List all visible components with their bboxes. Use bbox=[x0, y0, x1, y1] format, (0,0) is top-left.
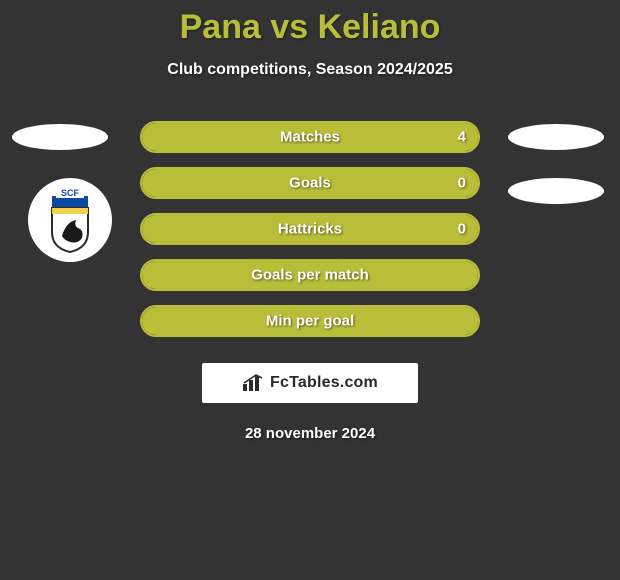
stat-row-matches: Matches 4 bbox=[140, 121, 480, 153]
stat-label: Goals per match bbox=[251, 267, 369, 284]
crest-initials: SCF bbox=[61, 188, 80, 198]
page-title: Pana vs Keliano bbox=[0, 0, 620, 47]
bar-chart-icon bbox=[242, 374, 264, 392]
stat-label: Goals bbox=[289, 175, 331, 192]
stat-row-goals-per-match: Goals per match bbox=[140, 259, 480, 291]
decor-ellipse-left bbox=[12, 124, 108, 150]
stat-row-goals: Goals 0 bbox=[140, 167, 480, 199]
stat-label: Matches bbox=[280, 129, 340, 146]
watermark: FcTables.com bbox=[202, 363, 418, 403]
stat-value: 0 bbox=[458, 175, 466, 192]
decor-ellipse-right bbox=[508, 124, 604, 150]
club-badge: SCF bbox=[28, 178, 112, 262]
stat-value: 0 bbox=[458, 221, 466, 238]
page-subtitle: Club competitions, Season 2024/2025 bbox=[0, 61, 620, 79]
stat-row-hattricks: Hattricks 0 bbox=[140, 213, 480, 245]
footer-date: 28 november 2024 bbox=[0, 425, 620, 442]
stat-value: 4 bbox=[458, 129, 466, 146]
stat-row-min-per-goal: Min per goal bbox=[140, 305, 480, 337]
watermark-text: FcTables.com bbox=[270, 374, 378, 392]
decor-ellipse-right-2 bbox=[508, 178, 604, 204]
stat-label: Min per goal bbox=[266, 313, 354, 330]
club-crest-icon: SCF bbox=[40, 186, 100, 254]
stat-label: Hattricks bbox=[278, 221, 342, 238]
